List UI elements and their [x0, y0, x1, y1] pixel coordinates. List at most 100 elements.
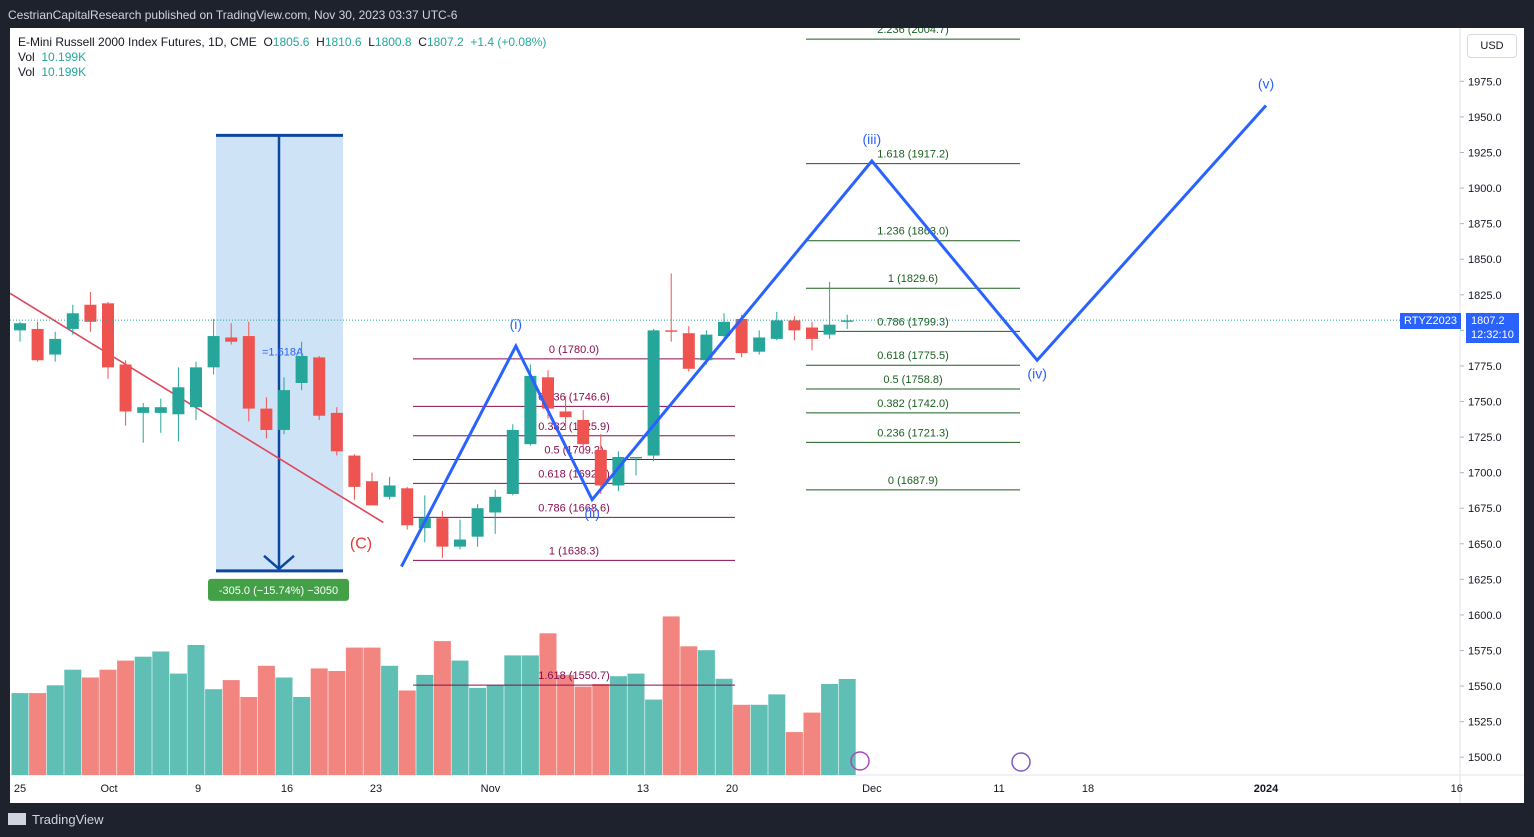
volume-bar	[381, 665, 399, 775]
measure-arrow-head	[263, 554, 295, 571]
volume-bar	[627, 673, 645, 775]
volume-bar	[416, 674, 434, 775]
last-price-badge: 1807.2 12:32:10	[1466, 313, 1519, 343]
x-tick-label: 16	[1451, 783, 1463, 795]
trendline	[10, 292, 384, 524]
fib-left-label: 0 (1780.0)	[549, 344, 599, 356]
y-tick-label: 1625.0	[1468, 574, 1502, 586]
candle-body	[119, 364, 132, 412]
measure-badge-label: -305.0 (−15.74%) −3050	[219, 585, 338, 597]
publisher-text: CestrianCapitalResearch published on Tra…	[8, 8, 458, 22]
fib-left-label: 0.382 (1725.9)	[538, 421, 610, 433]
candle-body	[700, 334, 713, 361]
candle-body	[31, 328, 44, 361]
candle-body	[647, 330, 660, 456]
candle-body	[207, 336, 220, 368]
y-tick-label: 1875.0	[1468, 219, 1502, 231]
volume-bar	[240, 697, 258, 775]
candle-body	[172, 387, 185, 415]
candle-body	[454, 539, 466, 547]
y-tick-label: 1650.0	[1468, 539, 1502, 551]
volume-bar	[99, 669, 117, 775]
y-tick-label: 1600.0	[1468, 610, 1502, 622]
candle-body	[295, 355, 308, 384]
chart-frame[interactable]: 1500.0 1525.0 1550.0 1575.0 1600.0 1625.0 1650…	[10, 28, 1524, 803]
candle-body	[489, 496, 502, 513]
currency-button[interactable]: USD	[1467, 34, 1517, 58]
candle-body	[383, 485, 396, 497]
volume-bar	[363, 647, 381, 775]
volume-bar	[152, 651, 170, 775]
candle-body	[436, 518, 449, 547]
volume-bar	[662, 616, 680, 775]
x-tick-label: 20	[726, 783, 738, 795]
candle-body	[66, 313, 79, 329]
candle-body	[753, 337, 766, 352]
low-label: L	[368, 35, 375, 49]
volume-bar	[785, 732, 803, 775]
volume-bar	[293, 697, 311, 775]
candle-body	[577, 419, 590, 445]
candle-body	[542, 377, 554, 409]
y-tick-label: 1925.0	[1468, 148, 1502, 160]
fib-right-label: 0.236 (1721.3)	[877, 427, 949, 439]
candle-body	[806, 327, 818, 339]
symbol-description[interactable]: E-Mini Russell 2000 Index Futures, 1D, C…	[18, 35, 257, 49]
volume-label[interactable]: Vol	[18, 50, 35, 64]
candle-body	[49, 338, 62, 355]
candle-body	[841, 320, 854, 322]
candle-body	[506, 429, 519, 494]
fib-left-label: 1.618 (1550.7)	[538, 670, 610, 682]
volume-bar	[169, 673, 187, 775]
candle-body	[225, 337, 238, 342]
candle-body	[682, 333, 695, 369]
volume-bar	[205, 689, 223, 775]
fib-left-label: 0.236 (1746.6)	[538, 391, 610, 403]
volume-bar	[11, 693, 29, 775]
price-chart[interactable]: 1500.0 1525.0 1550.0 1575.0 1600.0 1625.0 1650…	[10, 28, 1524, 803]
x-tick-label: Oct	[100, 783, 117, 795]
corrective-label: (C)	[350, 535, 372, 552]
candle-body	[330, 412, 343, 452]
volume-bar	[821, 684, 839, 775]
wave-label: (iv)	[1027, 366, 1046, 382]
volume-bar	[697, 650, 715, 775]
high-label: H	[316, 35, 325, 49]
volume-bar	[733, 704, 751, 775]
tv-logo-icon	[8, 813, 26, 825]
x-tick-label: 25	[14, 783, 26, 795]
candle-body	[366, 481, 378, 506]
y-tick-label: 1950.0	[1468, 112, 1502, 124]
y-tick-label: 1850.0	[1468, 254, 1502, 266]
volume-bar	[310, 668, 328, 775]
x-tick-label: 9	[195, 783, 201, 795]
last-price-value: 1807.2	[1471, 315, 1505, 327]
volume-label[interactable]: Vol	[18, 65, 35, 79]
y-tick-label: 1825.0	[1468, 290, 1502, 302]
bar-countdown: 12:32:10	[1471, 329, 1514, 341]
candle-body	[559, 411, 572, 418]
x-tick-label: 2024	[1254, 783, 1279, 795]
candle-body	[84, 304, 97, 322]
ohlc-row: E-Mini Russell 2000 Index Futures, 1D, C…	[18, 35, 546, 50]
x-tick-label: 11	[993, 783, 1004, 795]
tradingview-logo[interactable]: TradingView	[8, 812, 104, 827]
open-label: O	[263, 35, 273, 49]
fib-right-label: 0.786 (1799.3)	[877, 316, 949, 328]
publisher-bar: CestrianCapitalResearch published on Tra…	[0, 0, 1534, 28]
volume-bar	[521, 655, 539, 775]
candle-body	[665, 330, 678, 332]
volume-bar	[451, 660, 469, 775]
wave-label: (ii)	[584, 505, 600, 521]
ratio-label: =1.618A	[262, 347, 304, 359]
high-value: 1810.6	[324, 35, 362, 49]
change-value: +1.4 (+0.08%)	[470, 35, 547, 49]
wave-label: (i)	[510, 316, 522, 332]
volume-bar	[504, 655, 522, 775]
volume-bar	[46, 685, 64, 775]
fib-right-label: 2.236 (2004.7)	[877, 28, 949, 36]
volume-bar	[134, 656, 152, 775]
volume-bar	[592, 684, 610, 775]
event-icon	[1011, 752, 1031, 772]
chart-legend: E-Mini Russell 2000 Index Futures, 1D, C…	[18, 35, 546, 80]
